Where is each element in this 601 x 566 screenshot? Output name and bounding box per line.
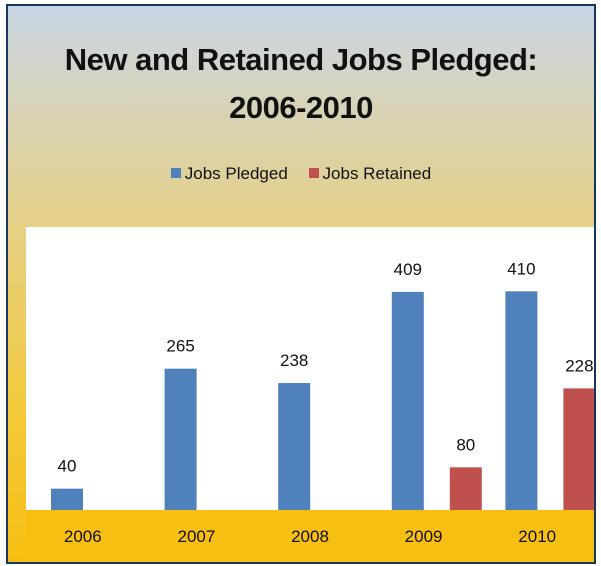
x-tick-label-2007: 2007 (177, 527, 215, 546)
bar-jobs-pledged-2008 (278, 383, 310, 510)
legend-entry-jobs-pledged: Jobs Pledged (171, 164, 288, 184)
x-tick-label-2010: 2010 (518, 527, 556, 546)
bar-jobs-retained-2009 (450, 467, 482, 510)
chart-legend: Jobs Pledged Jobs Retained (8, 164, 594, 184)
data-label-jobs-pledged-2008: 238 (280, 351, 308, 370)
legend-label-jobs-retained: Jobs Retained (323, 164, 432, 183)
x-tick-label-2009: 2009 (405, 527, 443, 546)
legend-swatch-jobs-pledged (171, 168, 181, 178)
chart-title-line-1: New and Retained Jobs Pledged: (8, 36, 594, 84)
data-label-jobs-pledged-2009: 409 (394, 260, 422, 279)
data-label-jobs-pledged-2007: 265 (166, 337, 194, 356)
x-tick-label-2006: 2006 (64, 527, 102, 546)
bar-jobs-retained-2010 (563, 388, 594, 510)
data-label-jobs-retained-2010: 228 (565, 356, 593, 375)
chart-title-line-2: 2006-2010 (8, 84, 594, 132)
chart-frame: New and Retained Jobs Pledged: 2006-2010… (6, 4, 596, 564)
x-tick-label-2008: 2008 (291, 527, 329, 546)
bar-jobs-pledged-2009 (392, 292, 424, 510)
chart-svg: 40 2006 265 2007 238 2008 409 80 2009 410 228 2010 (26, 227, 594, 561)
bar-jobs-pledged-2007 (165, 369, 197, 510)
plot-area: 40 2006 265 2007 238 2008 409 80 2009 410 228 2010 (26, 227, 594, 561)
legend-entry-jobs-retained: Jobs Retained (309, 164, 432, 184)
chart-title: New and Retained Jobs Pledged: 2006-2010 (8, 36, 594, 132)
data-label-jobs-pledged-2006: 40 (58, 457, 77, 476)
data-label-jobs-retained-2009: 80 (456, 435, 475, 454)
bar-jobs-pledged-2006 (51, 489, 83, 510)
bar-jobs-pledged-2010 (505, 291, 537, 510)
legend-label-jobs-pledged: Jobs Pledged (185, 164, 288, 183)
data-label-jobs-pledged-2010: 410 (507, 259, 535, 278)
legend-swatch-jobs-retained (309, 168, 319, 178)
